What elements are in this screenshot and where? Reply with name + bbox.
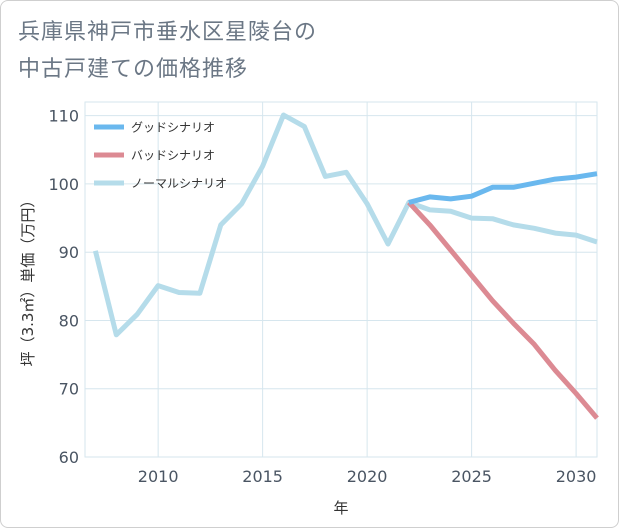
tick-labels: 2010 2015 2020 2025 2030 60 70 80 90 100 110 (48, 107, 596, 486)
chart-title-line2: 中古戸建ての価格推移 (18, 57, 249, 82)
x-tick-label: 2030 (556, 467, 597, 486)
legend-label-normal: ノーマルシナリオ (131, 177, 227, 191)
legend-label-good: グッドシナリオ (131, 121, 215, 135)
series-line-good (408, 171, 598, 205)
y-tick-label: 60 (59, 448, 79, 467)
x-axis-label: 年 (333, 499, 348, 517)
y-tick-label: 100 (48, 175, 79, 194)
y-tick-label: 80 (59, 311, 79, 330)
chart-title: 兵庫県神戸市垂水区星陵台の 中古戸建ての価格推移 (18, 14, 317, 88)
series-line-normal (92, 112, 598, 338)
y-tick-label: 90 (59, 243, 79, 262)
legend-label-bad: バッドシナリオ (131, 149, 215, 163)
y-tick-label: 110 (48, 107, 79, 126)
x-tick-label: 2010 (138, 467, 179, 486)
series-layer (92, 112, 599, 420)
chart-title-line1: 兵庫県神戸市垂水区星陵台の (18, 20, 318, 45)
y-tick-label: 70 (59, 380, 79, 399)
x-tick-label: 2025 (451, 467, 492, 486)
series-line-bad (407, 200, 599, 420)
x-tick-label: 2020 (347, 467, 388, 486)
y-axis-label: 坪（3.3㎡）単価（万円） (19, 193, 37, 367)
x-tick-label: 2015 (242, 467, 283, 486)
